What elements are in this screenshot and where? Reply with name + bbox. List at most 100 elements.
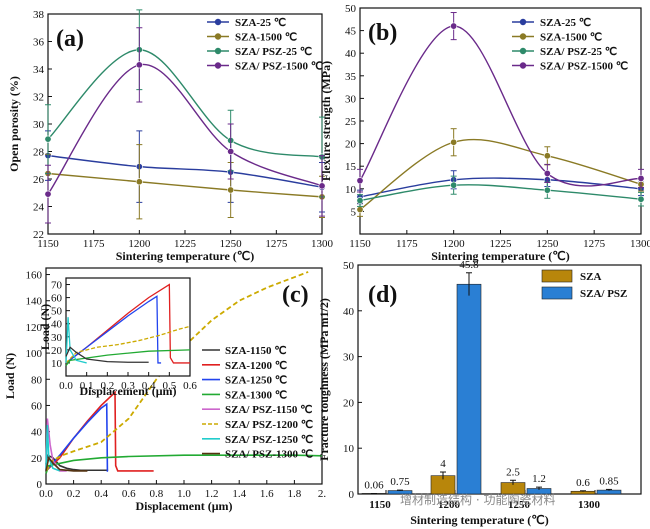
data-point — [637, 195, 645, 203]
y-tick-label: 50 — [51, 306, 63, 318]
data-point — [356, 177, 364, 185]
legend-entry: SZA/ PSZ-25 ℃ — [235, 46, 312, 58]
legend-entry: SZA/ PSZ-1200 ℃ — [225, 419, 313, 431]
data-point — [318, 182, 326, 190]
x-tick-label: 0.4 — [142, 380, 156, 392]
data-point — [543, 169, 551, 177]
y-tick-label: 50 — [343, 260, 355, 272]
x-tick-label: 1225 — [174, 238, 197, 250]
x-axis-label: Sintering temperature (℃) — [431, 249, 570, 263]
y-axis-label: Open porosity (%) — [7, 76, 21, 172]
x-tick-label: 0.3 — [121, 380, 135, 392]
y-tick-label: 32 — [33, 92, 44, 104]
x-tick-label: 0.5 — [162, 380, 176, 392]
y-tick-label: 160 — [26, 270, 43, 282]
y-tick-label: 20 — [343, 397, 355, 409]
data-point — [450, 138, 458, 146]
x-tick-label: 2. — [318, 488, 327, 500]
legend-swatch — [541, 286, 573, 300]
y-tick-label: 28 — [33, 147, 45, 159]
legend-entry: SZA-1250 ℃ — [225, 375, 287, 387]
legend-entry: SZA-25 ℃ — [540, 17, 591, 29]
data-label: 45.8 — [459, 259, 479, 271]
x-tick-label: 1150 — [349, 238, 371, 250]
panel-a: 22 24 26 28 30 32 34 36 38 1150 1175 1200 1225 1250 12… — [7, 9, 334, 263]
x-tick-label: 1200 — [128, 238, 151, 250]
y-tick-label: 35 — [345, 71, 357, 83]
legend-marker — [214, 62, 222, 69]
series-line — [47, 154, 323, 188]
y-axis-label: Fracture toughness (MPa m1/2) — [317, 298, 331, 461]
series-line — [45, 454, 323, 474]
legend-marker — [214, 18, 222, 26]
plot-frame — [357, 264, 642, 495]
data-point — [135, 61, 143, 69]
series-line — [47, 172, 323, 198]
x-tick-label: 1200 — [438, 499, 461, 511]
x-tick-label: 1150 — [369, 499, 391, 511]
x-tick-label: 0.1 — [80, 380, 94, 392]
x-tick-label: 1.4 — [232, 488, 246, 500]
x-tick-label: 1275 — [265, 238, 288, 250]
inset-series-line — [65, 317, 87, 364]
x-tick-label: 1.6 — [260, 488, 274, 500]
x-tick-label: 1250 — [220, 238, 243, 250]
inset-series-line — [65, 295, 162, 364]
inset-series-line — [65, 325, 191, 364]
y-tick-label: 40 — [51, 319, 63, 331]
x-axis-label: Sintering temperature (℃) — [410, 513, 549, 527]
series-line — [47, 49, 323, 158]
y-tick-label: 34 — [33, 64, 45, 76]
series-line — [359, 138, 642, 211]
y-tick-label: 26 — [33, 174, 45, 186]
series-line — [47, 63, 323, 195]
data-label: 0.85 — [599, 475, 619, 487]
y-tick-label: 60 — [31, 400, 43, 412]
data-point — [227, 186, 235, 194]
y-tick-label: 0 — [37, 479, 43, 491]
y-axis-label: Flexure strength (MPa) — [319, 61, 333, 181]
legend-swatch — [541, 269, 573, 283]
x-axis-label: Displacement (μm) — [79, 384, 176, 398]
x-tick-label: 1.8 — [288, 488, 302, 500]
x-tick-label: 1300 — [630, 238, 650, 250]
data-point — [135, 178, 143, 186]
legend-entry: SZA/ PSZ-1500 ℃ — [540, 61, 628, 73]
y-tick-label: 30 — [343, 352, 355, 364]
series-line — [45, 271, 309, 472]
y-tick-label: 45 — [345, 26, 357, 38]
x-tick-label: 0.0 — [59, 380, 73, 392]
data-point — [44, 135, 52, 143]
legend-marker — [214, 33, 222, 40]
x-tick-label: 1225 — [490, 238, 513, 250]
y-tick-label: 20 — [31, 453, 43, 465]
y-tick-label: 22 — [33, 229, 44, 241]
y-tick-label: 100 — [26, 348, 43, 360]
data-point — [44, 190, 52, 198]
legend-entry: SZA/ PSZ-25 ℃ — [540, 46, 617, 58]
y-tick-label: 40 — [345, 48, 357, 60]
legend-marker — [214, 47, 222, 55]
series-line — [45, 454, 109, 472]
series-line — [45, 402, 109, 472]
panel-d: 0 10 20 30 40 50 Fracture toughness (MPa m1/2)… — [317, 259, 642, 527]
data-point — [450, 181, 458, 189]
panel-c: 0 20 40 60 80 100 120 140 160 0.0 0.2 0.4 0.6 0.8 1.0 1… — [3, 267, 327, 513]
series-line — [359, 184, 642, 202]
y-tick-label: 38 — [33, 9, 45, 21]
x-axis-label: Displacement (μm) — [135, 499, 232, 513]
y-tick-label: 70 — [51, 280, 63, 292]
data-label: 0.75 — [390, 476, 410, 488]
y-tick-label: 24 — [33, 202, 45, 214]
y-tick-label: 30 — [345, 93, 357, 105]
legend-marker — [519, 18, 527, 26]
y-tick-label: 20 — [345, 139, 357, 151]
legend-entry: SZA/ PSZ-1150 ℃ — [225, 404, 313, 416]
x-tick-label: 1250 — [536, 238, 559, 250]
x-tick-label: 0.8 — [150, 488, 164, 500]
legend-entry: SZA-1300 ℃ — [225, 389, 287, 401]
y-tick-label: 5 — [351, 206, 357, 218]
x-tick-label: 0.6 — [122, 488, 136, 500]
panel-label: (a) — [56, 26, 84, 52]
y-tick-label: 40 — [31, 427, 43, 439]
